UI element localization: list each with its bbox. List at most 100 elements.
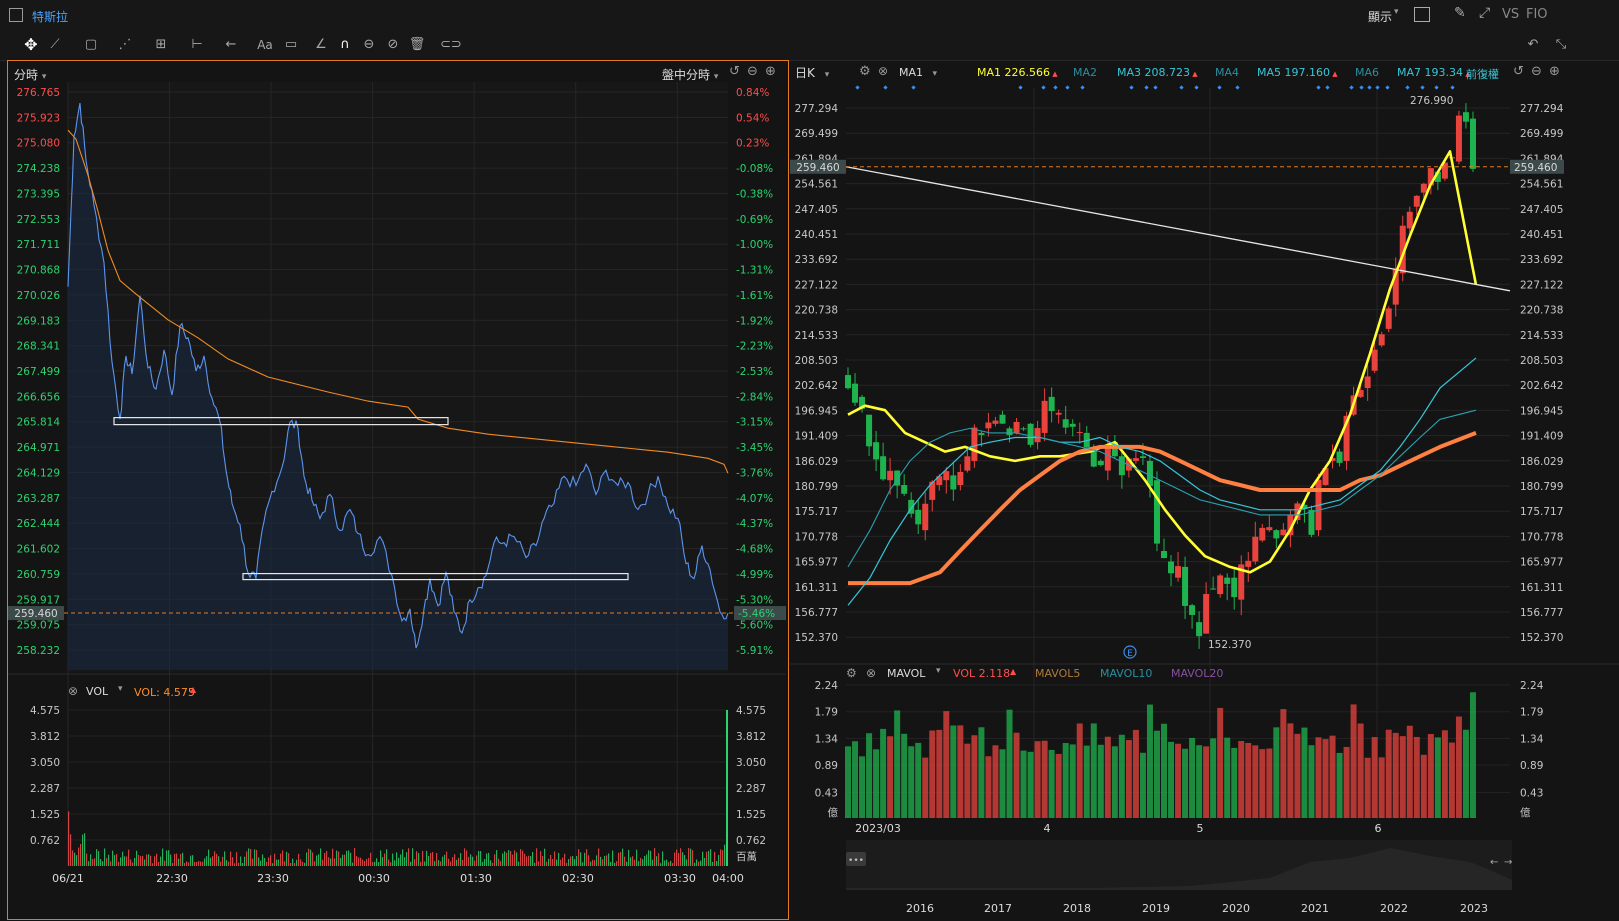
zoom-in-icon[interactable]: ⊕	[1549, 64, 1560, 79]
candle-body	[1006, 428, 1013, 436]
arrow-tool-icon[interactable]: ←	[225, 37, 237, 52]
volume-bar	[1048, 749, 1055, 818]
volume-bar	[444, 854, 446, 866]
mavol-selector[interactable]: MAVOL	[887, 667, 926, 680]
ma-selector[interactable]: MA1 ▾	[899, 66, 937, 79]
candle-body	[1427, 168, 1434, 186]
volume-bar	[496, 850, 498, 866]
expand-icon[interactable]: ⤢	[1479, 5, 1491, 21]
rect-tool-icon[interactable]: ▢	[84, 37, 98, 52]
candle-body	[1076, 432, 1083, 434]
chevron-down-icon[interactable]: ▾	[936, 666, 941, 676]
pencil-icon[interactable]: ✎	[1454, 5, 1466, 21]
mavol20-label: MAVOL20	[1171, 667, 1224, 680]
lock-icon[interactable]: ⊖	[363, 37, 375, 52]
settings-icon[interactable]: ⚙	[846, 666, 857, 680]
reset-icon[interactable]: ↺	[729, 64, 740, 79]
zoom-out-icon[interactable]: ⊖	[1531, 64, 1542, 79]
zoom-in-icon[interactable]: ⊕	[765, 64, 776, 79]
volume-bar	[512, 854, 514, 866]
window-icon[interactable]	[9, 8, 23, 22]
link-icon[interactable]: ⊂⊃	[440, 37, 462, 52]
volume-bar	[622, 848, 624, 866]
volume-bar	[1020, 750, 1027, 818]
line-tool-icon[interactable]: ⟋	[50, 37, 60, 52]
volume-bar	[672, 863, 674, 866]
zoom-out-icon[interactable]: ⊖	[747, 64, 758, 79]
volume-tick-right: 1.525	[736, 809, 766, 821]
collapse-icon[interactable]: ⤡	[1555, 37, 1567, 52]
price-tick-label: 262.444	[17, 518, 61, 530]
hide-icon[interactable]: ⊘	[387, 37, 399, 52]
vol-indicator-label[interactable]: VOL	[86, 685, 109, 698]
percent-tick-label: -1.61%	[736, 290, 773, 302]
vs-button[interactable]: VS	[1502, 7, 1520, 22]
volume-bar	[1013, 732, 1020, 818]
volume-bar	[1252, 745, 1259, 818]
measure-tool-icon[interactable]: ⊢	[191, 37, 203, 52]
vol-close-icon[interactable]: ⊗	[68, 684, 79, 698]
volume-bar	[640, 857, 642, 866]
close-icon[interactable]: ⊗	[878, 64, 889, 78]
volume-bar	[580, 852, 582, 866]
intraday-chart[interactable]: 276.765 275.923 275.080 274.238 273.395 272.5…	[8, 80, 786, 917]
note-tool-icon[interactable]: ▭	[284, 37, 298, 52]
text-tool-icon[interactable]: Aa	[257, 38, 273, 52]
volume-bar	[1189, 737, 1196, 818]
eraser-icon[interactable]: ∠	[315, 37, 327, 52]
candle-body	[1329, 458, 1336, 461]
candle-body	[915, 509, 922, 525]
fio-button[interactable]: FIO	[1526, 7, 1548, 22]
volume-bar	[1420, 754, 1427, 818]
volume-bar	[404, 857, 406, 866]
polyline-tool-icon[interactable]: ⋰	[118, 37, 132, 52]
kline-period-selector[interactable]: 日K ▾	[795, 64, 829, 81]
volume-bar	[208, 849, 210, 866]
volume-bar	[122, 851, 124, 866]
adjust-label[interactable]: 前復權	[1466, 68, 1499, 81]
trash-icon[interactable]: 🗑	[408, 37, 426, 52]
volume-bar	[164, 860, 166, 866]
price-tick-label: 264.971	[17, 442, 60, 454]
close-icon[interactable]: ⊗	[866, 666, 877, 680]
volume-bar	[652, 859, 654, 866]
candle-body	[985, 422, 992, 429]
candle-body	[1034, 428, 1041, 443]
session-selector[interactable]: 盤中分時 ▾	[662, 66, 718, 83]
chevron-down-icon[interactable]: ▾	[1394, 7, 1399, 17]
reset-icon[interactable]: ↺	[1513, 64, 1524, 79]
volume-bar	[704, 857, 706, 866]
volume-tick-left: 0.89	[815, 760, 838, 772]
candle-body	[1441, 162, 1448, 179]
volume-bar	[582, 862, 584, 866]
chevron-down-icon[interactable]: ▾	[118, 684, 123, 694]
settings-icon[interactable]: ⚙	[859, 64, 871, 79]
move-icon[interactable]: ✥	[24, 35, 38, 54]
volume-bar	[1245, 742, 1252, 818]
vol-up-arrow-icon: ▲	[190, 685, 197, 694]
volume-bar	[538, 861, 540, 866]
volume-bar	[250, 848, 252, 866]
volume-bar	[128, 849, 130, 866]
candle-body	[1196, 622, 1203, 637]
volume-bar	[1231, 747, 1238, 818]
price-tick-right: 191.409	[1520, 431, 1563, 443]
volume-bar	[1287, 723, 1294, 818]
candle-body	[1357, 390, 1364, 397]
volume-bar	[690, 848, 692, 866]
fib-tool-icon[interactable]: ⊞	[155, 37, 167, 52]
ma-legend-name: MA2	[1073, 66, 1098, 79]
display-menu[interactable]: 顯示	[1368, 10, 1393, 24]
layout-icon[interactable]	[1414, 7, 1430, 22]
volume-bar	[943, 711, 950, 818]
volume-bar	[316, 855, 318, 866]
intraday-period-selector[interactable]: 分時 ▾	[14, 66, 46, 83]
candle-body	[1013, 421, 1020, 433]
magnet-icon[interactable]: ∩	[340, 37, 350, 52]
volume-bar	[216, 853, 218, 866]
candle-body	[1455, 115, 1462, 162]
price-tick-label: 275.923	[17, 112, 60, 124]
undo-icon[interactable]: ↶	[1527, 37, 1539, 52]
mavol10-label: MAVOL10	[1100, 667, 1153, 680]
